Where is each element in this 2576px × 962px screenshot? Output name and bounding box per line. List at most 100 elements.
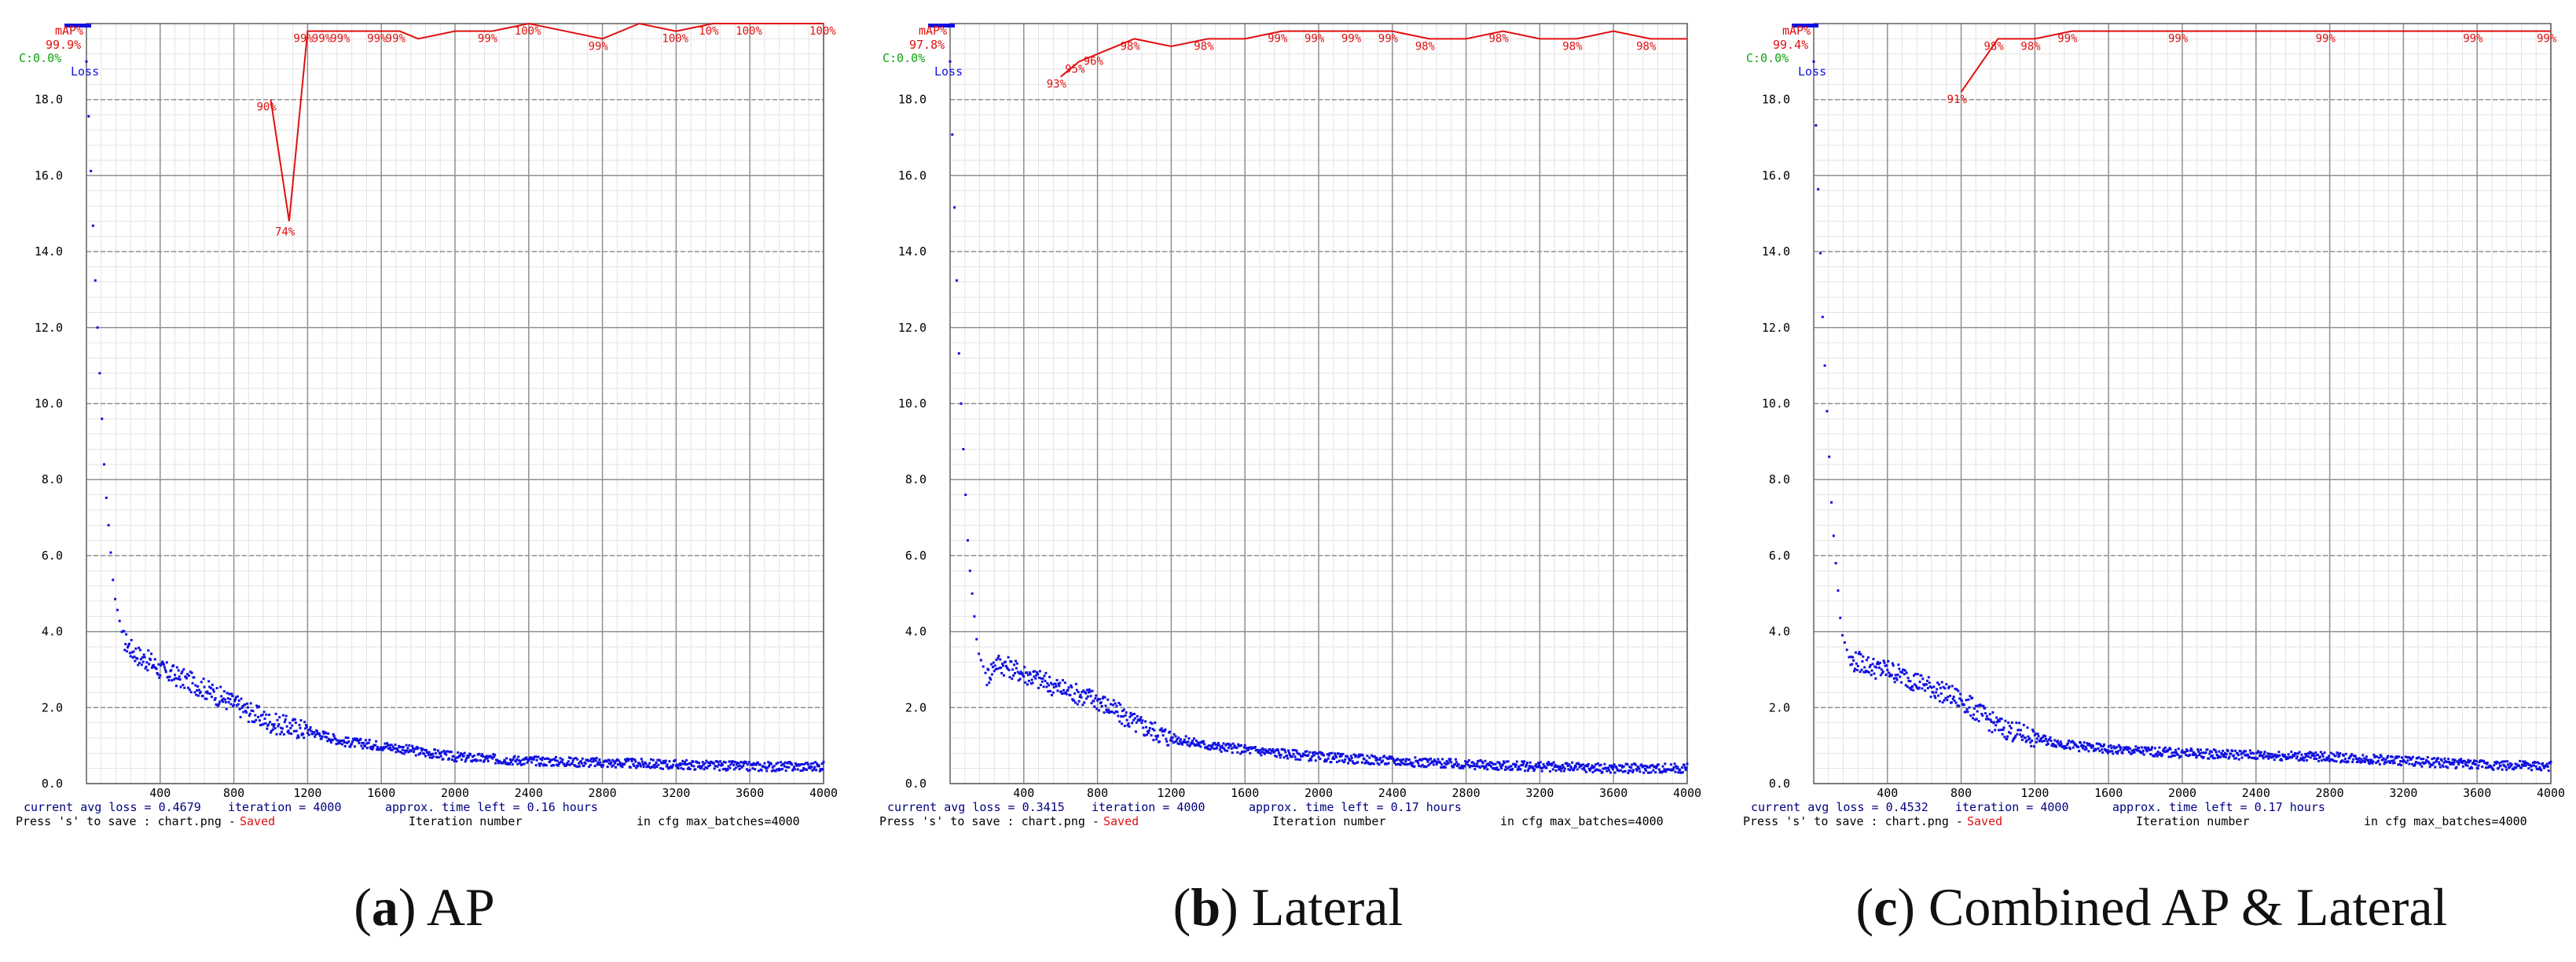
- loss-point: [2304, 752, 2307, 755]
- loss-point: [526, 761, 529, 764]
- loss-point: [191, 681, 194, 685]
- loss-point: [706, 761, 710, 764]
- loss-point: [1993, 721, 1996, 724]
- loss-point: [2503, 764, 2506, 767]
- loss-point: [2131, 751, 2134, 755]
- loss-point: [1220, 750, 1223, 753]
- status-iteration: iteration = 4000: [228, 800, 342, 814]
- loss-point: [1085, 697, 1088, 700]
- loss-point: [1037, 676, 1040, 679]
- loss-point: [2484, 766, 2487, 769]
- map-data-label: 99%: [2316, 33, 2336, 46]
- loss-point: [2441, 764, 2444, 767]
- loss-point: [775, 762, 778, 766]
- loss-point: [725, 769, 728, 772]
- loss-point: [2215, 751, 2218, 754]
- loss-point: [1266, 749, 1269, 752]
- caption-letter: a: [371, 877, 398, 937]
- loss-point: [1014, 659, 1017, 663]
- loss-point: [1547, 763, 1550, 766]
- loss-point: [138, 661, 141, 664]
- loss-point: [2056, 740, 2059, 743]
- loss-point: [2460, 762, 2464, 765]
- loss-point: [1411, 762, 1415, 765]
- loss-point: [457, 751, 460, 755]
- loss-point: [2336, 752, 2339, 755]
- loss-point: [2432, 762, 2435, 765]
- loss-point: [1987, 729, 1991, 733]
- loss-point: [1154, 721, 1157, 724]
- loss-point: [141, 655, 144, 659]
- loss-point: [273, 727, 277, 730]
- loss-point: [2211, 751, 2214, 754]
- loss-point: [127, 642, 130, 645]
- loss-point: [2050, 744, 2053, 747]
- loss-point: [2219, 755, 2222, 758]
- loss-point: [1893, 681, 1896, 684]
- loss-point: [221, 699, 224, 702]
- loss-point: [668, 760, 671, 763]
- loss-point: [2202, 755, 2205, 758]
- loss-point: [2109, 744, 2112, 747]
- loss-point: [343, 744, 347, 747]
- loss-point: [2233, 754, 2236, 757]
- loss-point: [1128, 725, 1131, 728]
- loss-point: [799, 769, 802, 773]
- loss-point: [344, 736, 347, 740]
- loss-point: [1213, 747, 1216, 751]
- loss-point: [1253, 745, 1257, 748]
- x-tick-label: 2400: [1378, 786, 1407, 800]
- loss-point: [2083, 748, 2086, 751]
- plot-frame: [86, 23, 824, 784]
- loss-point: [2144, 746, 2147, 749]
- loss-point: [1984, 718, 1987, 721]
- loss-point: [692, 760, 695, 763]
- loss-point: [1914, 683, 1917, 686]
- loss-point: [1976, 710, 1979, 713]
- loss-point: [1435, 763, 1438, 766]
- loss-point: [1945, 683, 1948, 686]
- loss-point: [1084, 692, 1088, 695]
- loss-point: [2284, 755, 2287, 758]
- loss-point: [1198, 744, 1201, 747]
- loss-point: [1660, 770, 1664, 773]
- loss-point: [1044, 671, 1048, 674]
- loss-point: [2515, 766, 2518, 769]
- loss-point: [233, 698, 237, 701]
- loss-point: [569, 757, 572, 760]
- loss-point: [208, 685, 211, 688]
- loss-point: [2372, 760, 2375, 763]
- loss-point: [664, 759, 667, 762]
- loss-point: [361, 741, 364, 744]
- loss-point: [251, 720, 254, 723]
- loss-point: [1874, 677, 1877, 680]
- map-data-label: 98%: [1984, 40, 2005, 53]
- loss-point: [2465, 761, 2468, 764]
- loss-point: [593, 765, 596, 768]
- loss-point: [2255, 751, 2259, 755]
- y-tick-label: 4.0: [42, 625, 63, 639]
- loss-point: [2295, 757, 2298, 760]
- loss-point: [1976, 704, 1980, 707]
- loss-point: [419, 751, 422, 755]
- loss-point: [485, 755, 488, 758]
- loss-point: [780, 761, 783, 764]
- loss-point: [1940, 681, 1943, 684]
- loss-point: [376, 746, 380, 749]
- loss-point: [2055, 745, 2058, 748]
- loss-point: [314, 735, 317, 738]
- loss-point: [1335, 755, 1338, 758]
- loss-point: [1669, 763, 1672, 766]
- loss-point: [1913, 674, 1916, 677]
- loss-point: [1421, 763, 1424, 766]
- loss-point: [2459, 761, 2462, 764]
- loss-point: [607, 762, 611, 765]
- loss-point: [1928, 685, 1932, 688]
- loss-point: [2086, 742, 2089, 745]
- loss-point: [1192, 742, 1195, 745]
- loss-point: [527, 759, 530, 762]
- loss-point: [2149, 753, 2152, 756]
- loss-point: [455, 760, 458, 763]
- loss-point: [2188, 753, 2191, 756]
- loss-point: [1574, 765, 1577, 768]
